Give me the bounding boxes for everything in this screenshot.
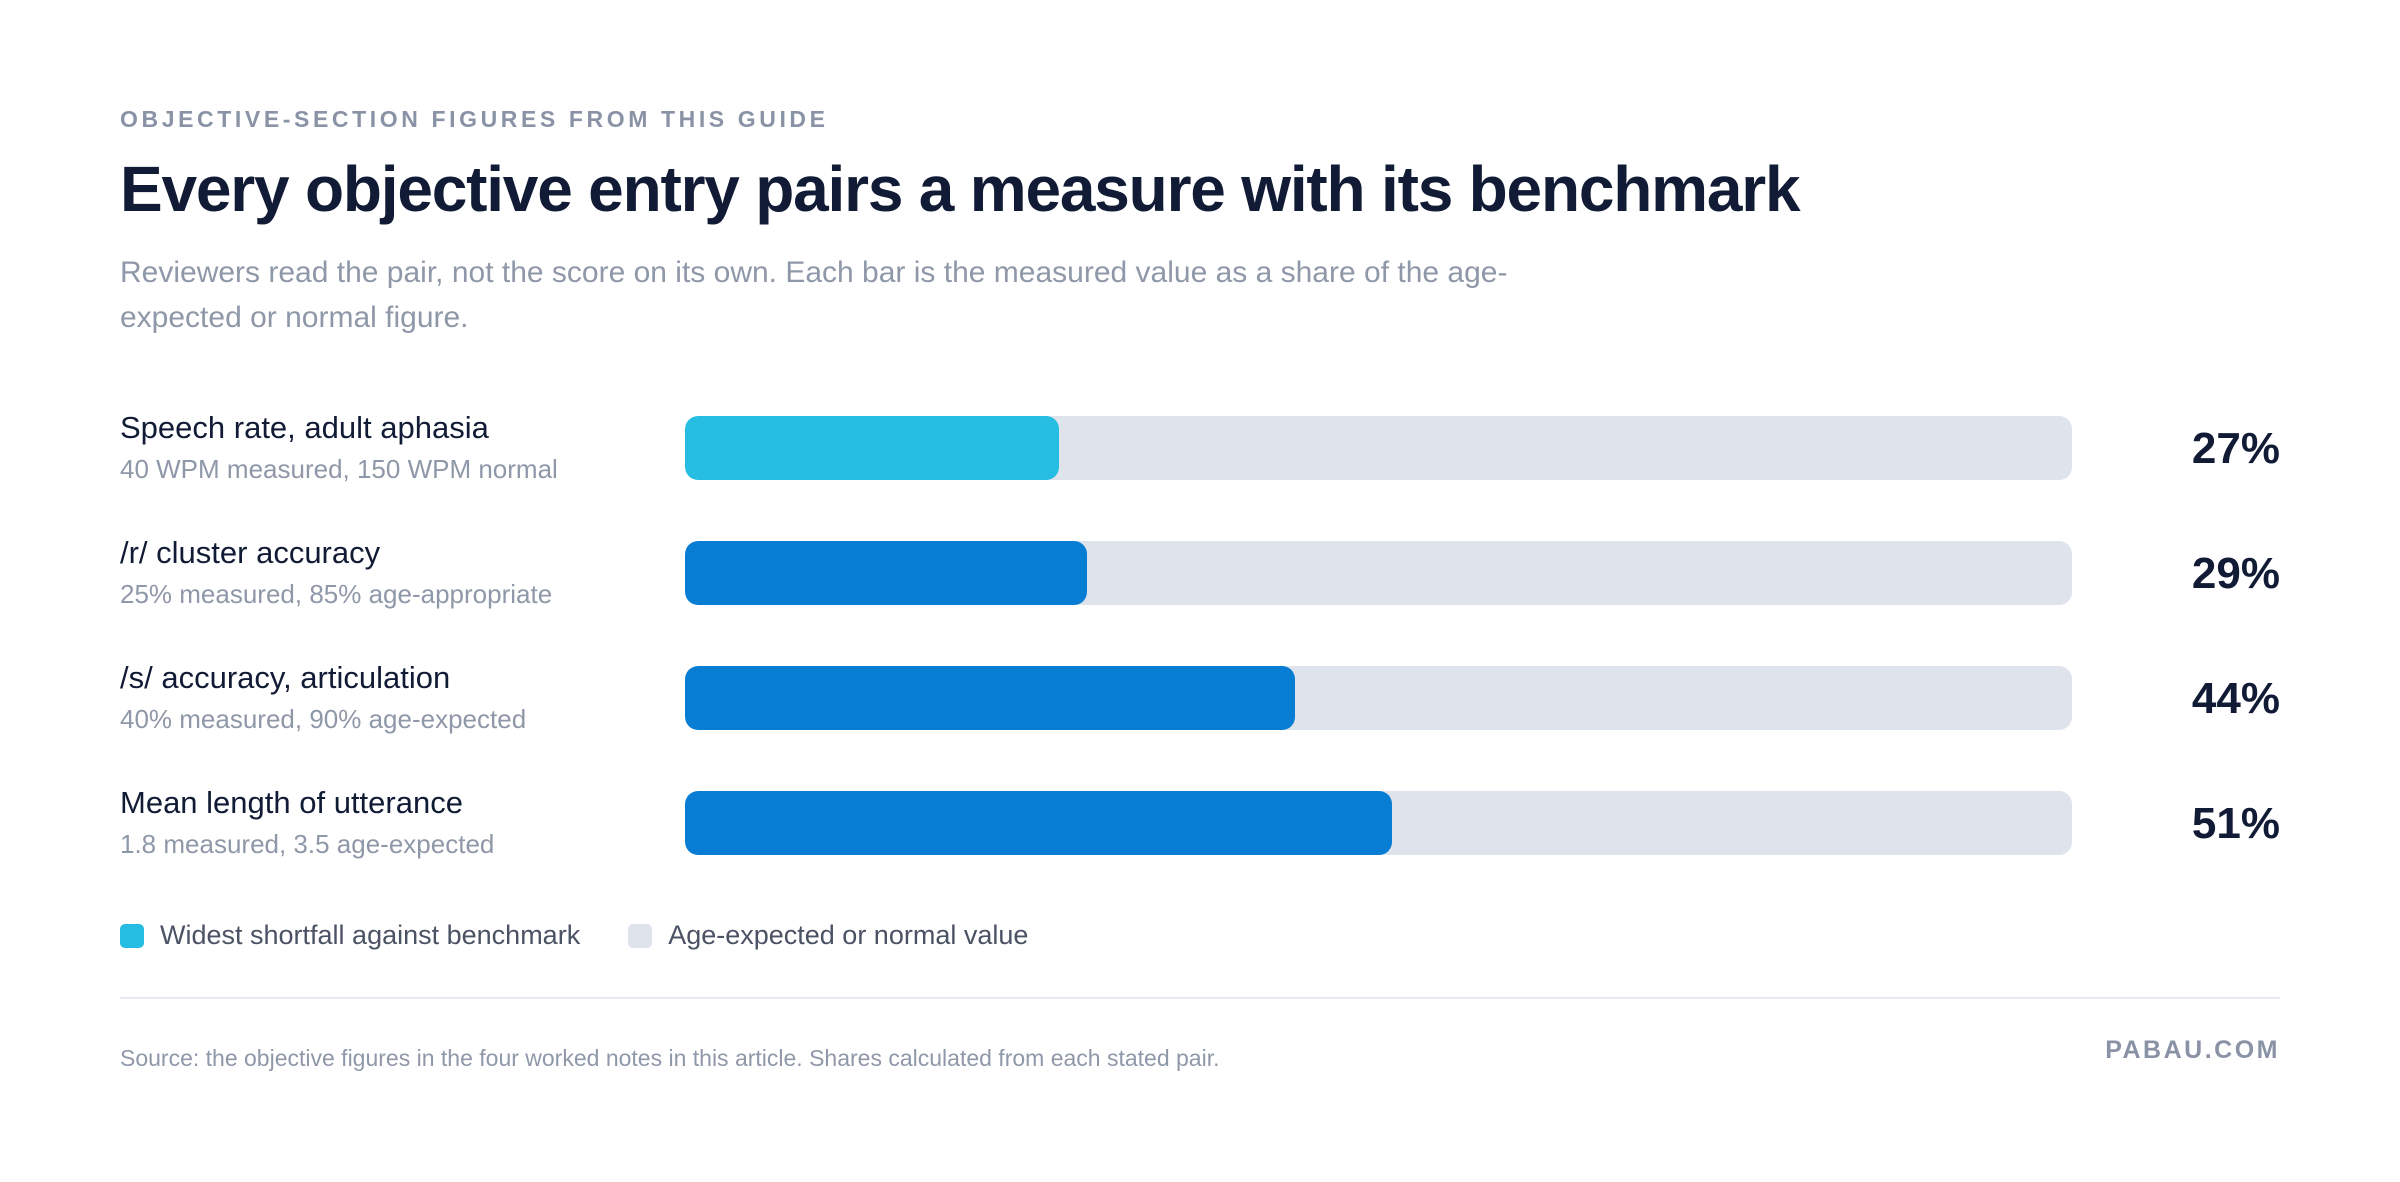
source-note: Source: the objective figures in the fou… — [120, 1045, 1220, 1071]
category-label: /r/ cluster accuracy — [120, 535, 381, 570]
legend-swatch — [628, 923, 653, 948]
chart-subtitle: Reviewers read the pair, not the score o… — [120, 256, 1508, 334]
bar-row: Speech rate, adult aphasia 40 WPM measur… — [120, 410, 2280, 500]
value-label: 27% — [2191, 424, 2280, 473]
category-detail: 40% measured, 90% age-expected — [120, 704, 527, 734]
bar-row: Mean length of utterance 1.8 measured, 3… — [120, 785, 2280, 875]
chart-legend: Widest shortfall against benchmark Age-e… — [120, 920, 1076, 951]
category-label: Mean length of utterance — [120, 785, 463, 820]
bar-track — [685, 541, 2072, 605]
value-label: 29% — [2191, 549, 2280, 598]
value-label: 51% — [2191, 799, 2280, 848]
legend-item-highlight: Widest shortfall against benchmark — [120, 920, 580, 951]
chart-eyebrow: OBJECTIVE-SECTION FIGURES FROM THIS GUID… — [120, 106, 829, 132]
category-detail: 40 WPM measured, 150 WPM normal — [120, 454, 558, 484]
category-detail: 1.8 measured, 3.5 age-expected — [120, 829, 495, 859]
legend-label: Age-expected or normal value — [668, 920, 1029, 950]
value-label: 44% — [2191, 674, 2280, 723]
legend-swatch — [120, 923, 144, 948]
bar-fill — [685, 791, 1393, 855]
legend-item-benchmark: Age-expected or normal value — [628, 920, 1028, 951]
bar-row: /s/ accuracy, articulation 40% measured,… — [120, 660, 2280, 750]
bar-fill — [685, 666, 1296, 730]
chart-title: Every objective entry pairs a measure wi… — [120, 153, 1801, 225]
category-label: Speech rate, adult aphasia — [120, 410, 489, 445]
category-detail: 25% measured, 85% age-appropriate — [120, 579, 553, 609]
bar-track — [685, 666, 2072, 730]
bar-fill — [685, 541, 1088, 605]
legend-label: Widest shortfall against benchmark — [160, 920, 581, 950]
bar-track — [685, 791, 2072, 855]
bar-fill — [685, 416, 1060, 480]
bar-track — [685, 416, 2072, 480]
brand-mark: PABAU.COM — [2105, 1036, 2280, 1064]
bar-row: /r/ cluster accuracy 25% measured, 85% a… — [120, 535, 2280, 625]
category-label: /s/ accuracy, articulation — [120, 660, 451, 695]
footer-divider — [120, 997, 2280, 999]
